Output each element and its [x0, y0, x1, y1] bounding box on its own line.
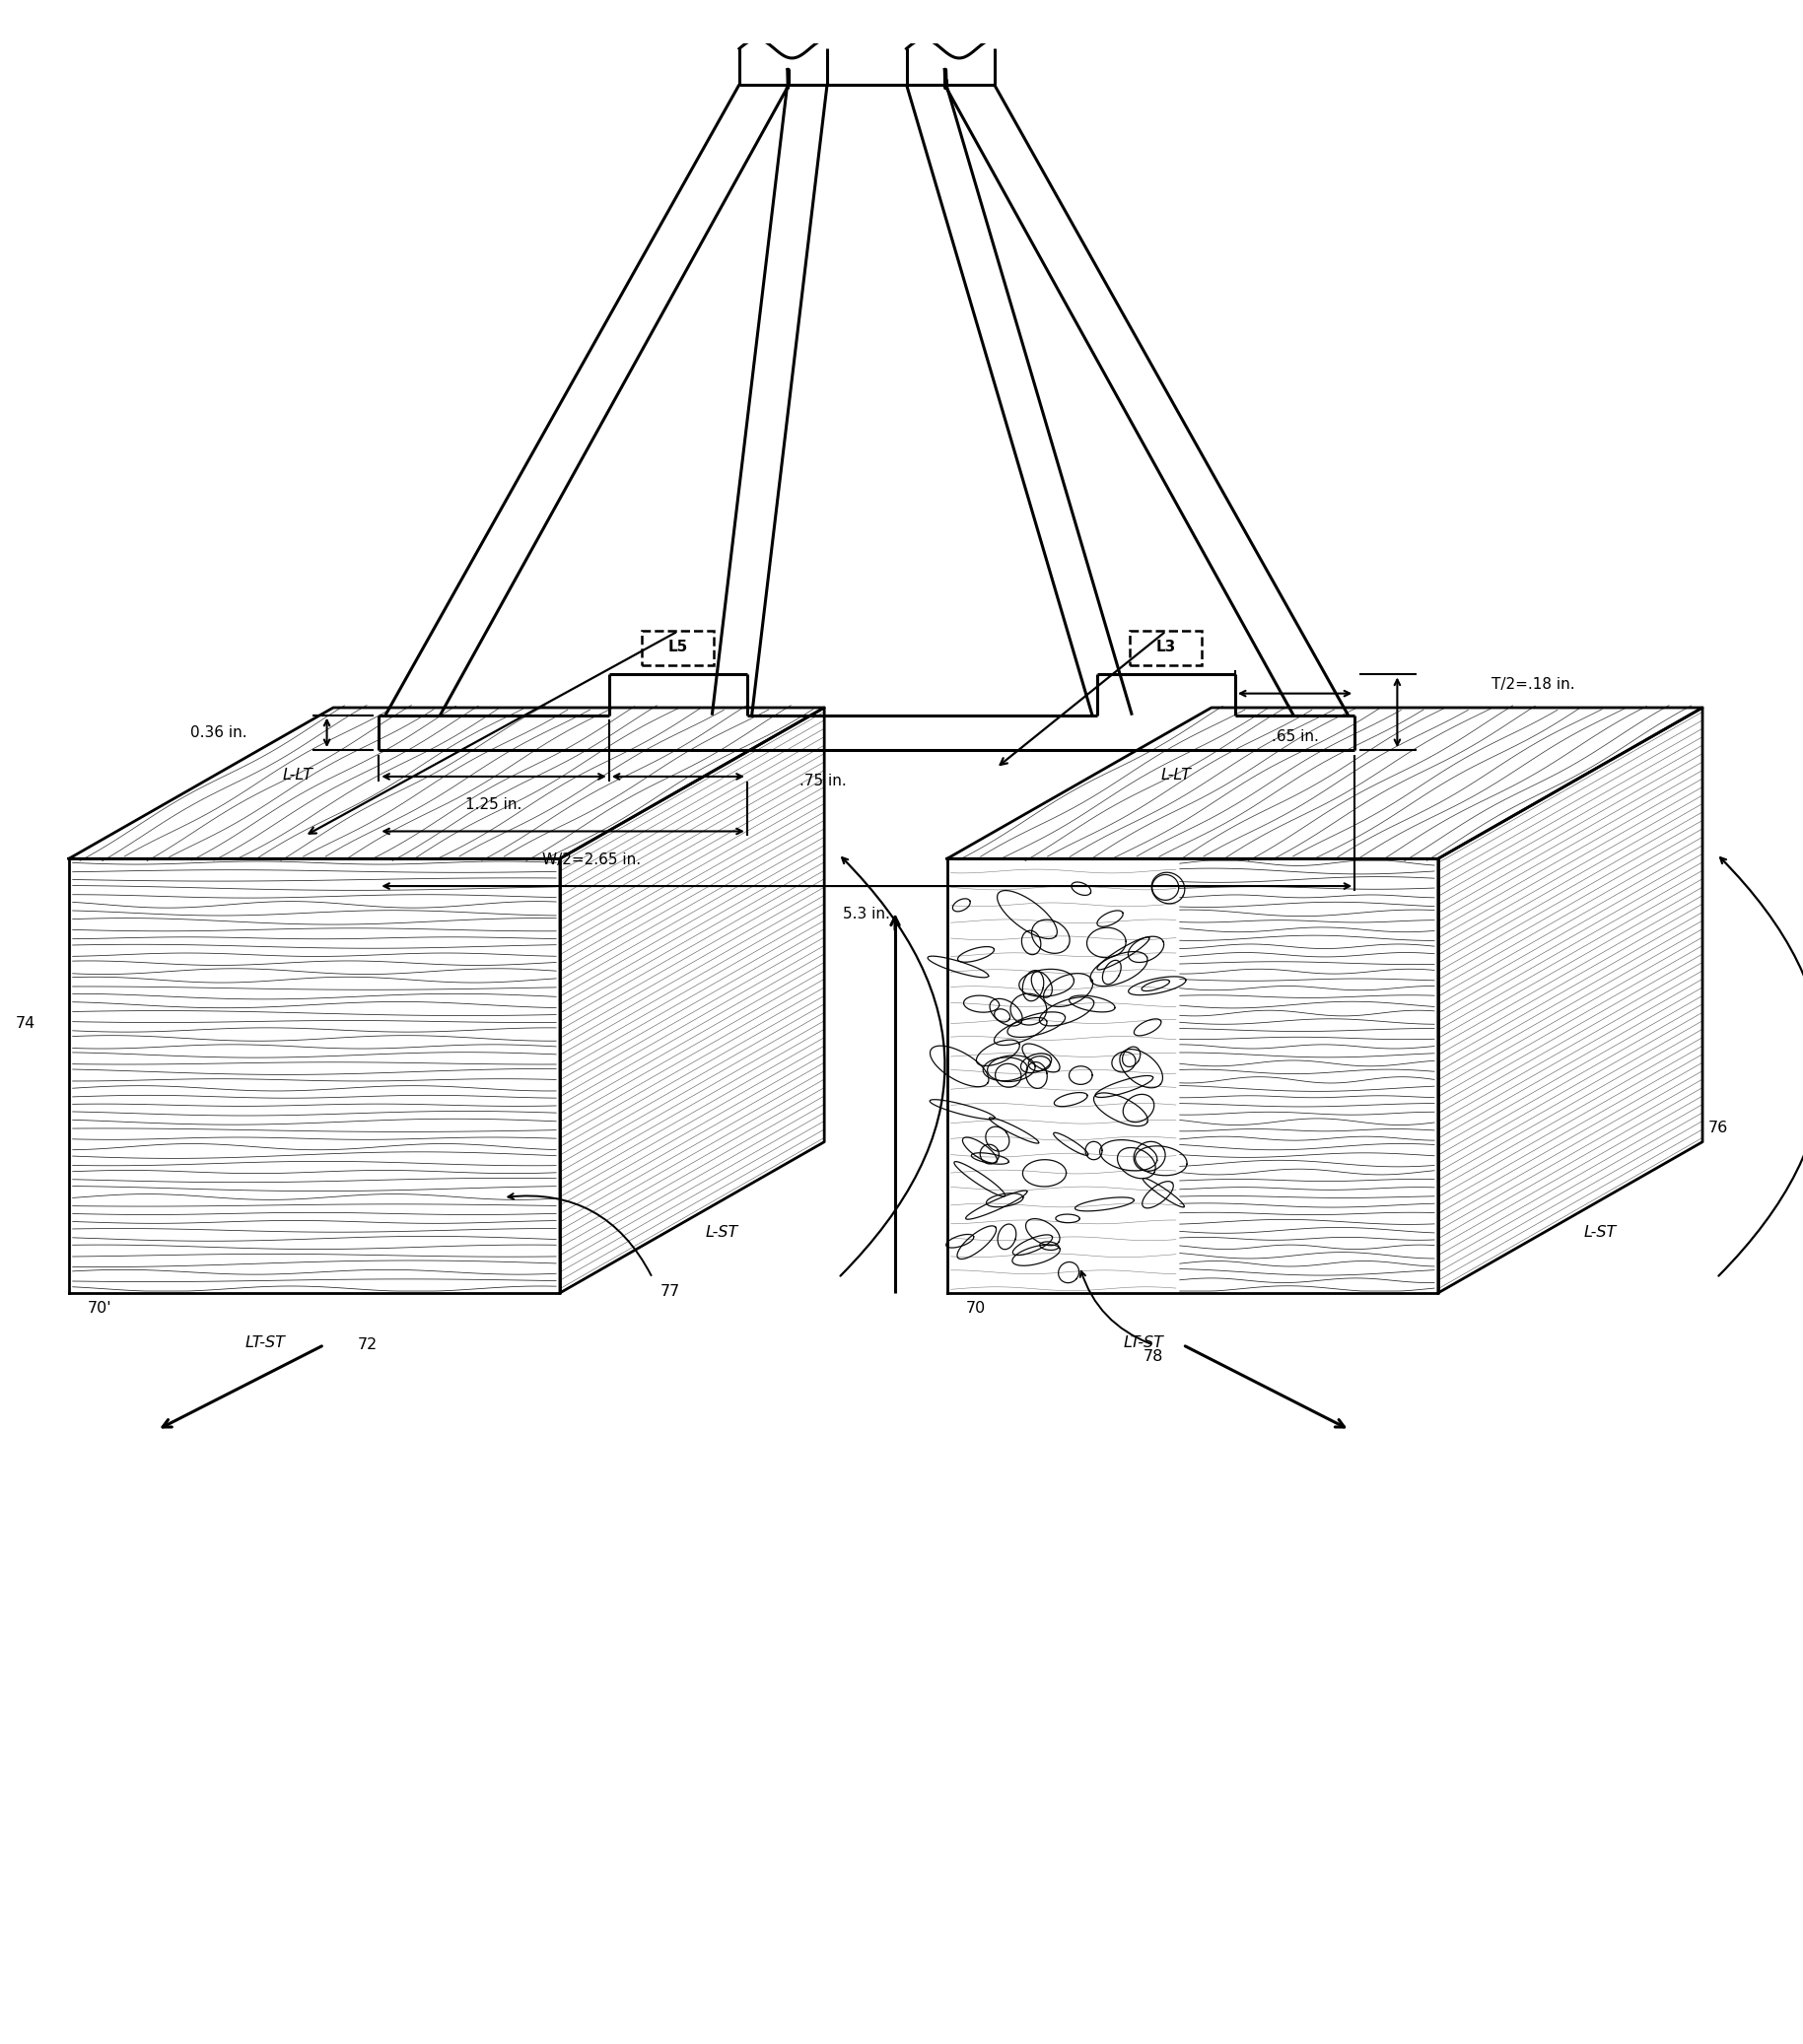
Text: 74: 74: [16, 1016, 36, 1030]
Text: LT-ST: LT-ST: [245, 1335, 285, 1351]
Text: 78: 78: [1143, 1349, 1163, 1365]
FancyBboxPatch shape: [1130, 632, 1203, 664]
Text: 77: 77: [660, 1284, 680, 1298]
Text: .65 in.: .65 in.: [1271, 730, 1318, 744]
Text: L-ST: L-ST: [705, 1224, 737, 1241]
Text: L-LT: L-LT: [281, 769, 312, 783]
Text: L-ST: L-ST: [1583, 1224, 1615, 1241]
Text: 76: 76: [1707, 1120, 1727, 1134]
Text: 1.25 in.: 1.25 in.: [465, 797, 523, 811]
Text: 0.36 in.: 0.36 in.: [189, 726, 247, 740]
Text: W/2=2.65 in.: W/2=2.65 in.: [543, 852, 640, 867]
Text: T/2=.18 in.: T/2=.18 in.: [1491, 677, 1576, 691]
Text: LT-ST: LT-ST: [1123, 1335, 1163, 1351]
Text: L3: L3: [1156, 640, 1176, 654]
Text: 72: 72: [357, 1337, 377, 1353]
Text: 5.3 in.: 5.3 in.: [844, 908, 891, 922]
Text: .75 in.: .75 in.: [799, 775, 846, 789]
FancyBboxPatch shape: [642, 632, 714, 664]
Text: L5: L5: [669, 640, 689, 654]
Text: 70': 70': [88, 1300, 112, 1314]
Text: 70: 70: [966, 1300, 986, 1314]
Text: L-LT: L-LT: [1161, 769, 1190, 783]
